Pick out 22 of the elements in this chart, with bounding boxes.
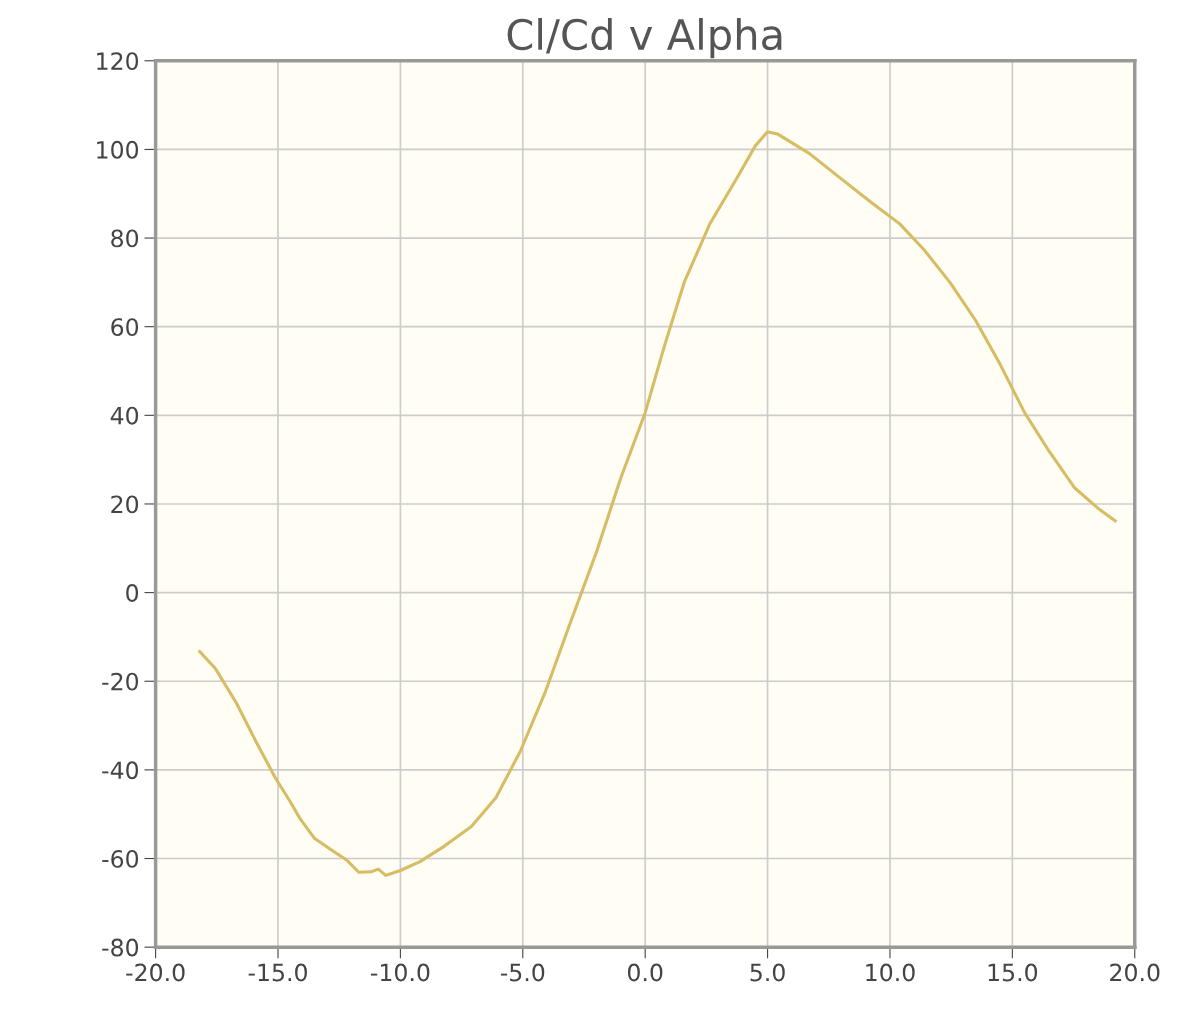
x-tick-label: 5.0 — [750, 963, 785, 982]
x-tick-label: -5.0 — [500, 963, 545, 982]
x-tick-label: -10.0 — [371, 963, 430, 982]
x-tick-label: -15.0 — [248, 963, 307, 982]
y-tick-label: 40 — [110, 406, 139, 425]
x-tick-label: -20.0 — [126, 963, 185, 982]
y-tick-label: 100 — [97, 140, 139, 159]
y-tick-label: -40 — [102, 761, 139, 780]
x-tick-label: 20.0 — [1110, 963, 1160, 982]
y-tick-label: 0 — [126, 584, 139, 602]
y-tick-label: 60 — [111, 318, 139, 336]
y-tick-label: 80 — [111, 229, 139, 248]
x-tick-label: 0.0 — [627, 963, 663, 982]
line-series — [198, 130, 1117, 877]
chart-title: Cl/Cd v Alpha — [507, 18, 782, 59]
y-tick-label: -20 — [102, 672, 139, 691]
x-tick-label: 10.0 — [866, 963, 915, 982]
x-tick-label: 15.0 — [988, 963, 1038, 982]
y-tick-label: -60 — [102, 849, 139, 868]
y-tick-label: 120 — [97, 52, 139, 71]
y-tick-label: -80 — [102, 938, 139, 957]
y-tick-label: 20 — [111, 495, 139, 514]
